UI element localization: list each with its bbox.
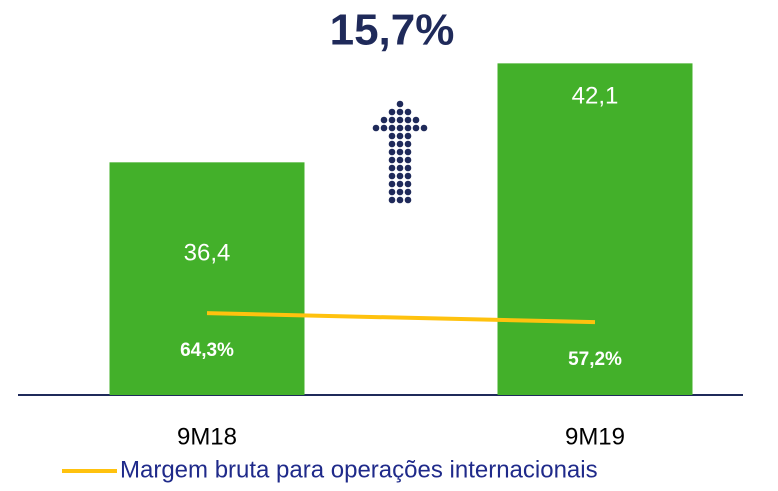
arrow-dot xyxy=(404,172,412,180)
line-value-label: 64,3% xyxy=(180,340,234,361)
arrow-dot xyxy=(388,116,396,124)
arrow-dot xyxy=(388,196,396,204)
arrow-dot xyxy=(396,124,404,132)
arrow-dot xyxy=(388,124,396,132)
arrow-dot xyxy=(396,108,404,116)
arrow-dot xyxy=(388,172,396,180)
arrow-dot xyxy=(412,116,420,124)
arrow-dot xyxy=(388,148,396,156)
bar xyxy=(109,162,305,395)
arrow-dot xyxy=(404,196,412,204)
chart-title: 15,7% xyxy=(330,6,455,55)
arrow-dot xyxy=(388,108,396,116)
arrow-dot xyxy=(396,188,404,196)
arrow-dot xyxy=(388,156,396,164)
arrow-dot xyxy=(380,116,388,124)
bar-value-label: 42,1 xyxy=(572,83,619,110)
arrow-dot xyxy=(396,148,404,156)
arrow-dot xyxy=(396,156,404,164)
arrow-dot xyxy=(388,140,396,148)
arrow-dot xyxy=(396,164,404,172)
arrow-dot xyxy=(404,148,412,156)
arrow-dot xyxy=(388,188,396,196)
arrow-dot xyxy=(396,100,404,108)
arrow-dot xyxy=(372,124,380,132)
arrow-dot xyxy=(412,124,420,132)
arrow-dot xyxy=(396,172,404,180)
arrow-dot xyxy=(404,116,412,124)
arrow-dot xyxy=(388,132,396,140)
arrow-dot xyxy=(404,132,412,140)
arrow-dot xyxy=(380,124,388,132)
arrow-dot xyxy=(404,188,412,196)
line-value-label: 57,2% xyxy=(568,349,622,370)
arrow-dot xyxy=(396,116,404,124)
legend-label: Margem bruta para operações internaciona… xyxy=(120,456,598,483)
arrow-dot xyxy=(396,180,404,188)
arrow-dot xyxy=(404,156,412,164)
arrow-dot xyxy=(396,196,404,204)
arrow-dot xyxy=(388,180,396,188)
arrow-dot xyxy=(396,132,404,140)
arrow-dot xyxy=(404,124,412,132)
x-tick-label: 9M18 xyxy=(177,423,237,450)
x-tick-label: 9M19 xyxy=(565,423,625,450)
margin-line xyxy=(206,311,596,325)
bar-value-label: 36,4 xyxy=(184,240,231,267)
arrow-dot xyxy=(404,140,412,148)
arrow-dot xyxy=(404,180,412,188)
arrow-dot xyxy=(420,124,428,132)
arrow-dot xyxy=(404,108,412,116)
arrow-dot xyxy=(396,140,404,148)
bar xyxy=(497,63,693,395)
arrow-dot xyxy=(404,164,412,172)
arrow-dot xyxy=(388,164,396,172)
up-arrow-icon xyxy=(372,100,428,204)
